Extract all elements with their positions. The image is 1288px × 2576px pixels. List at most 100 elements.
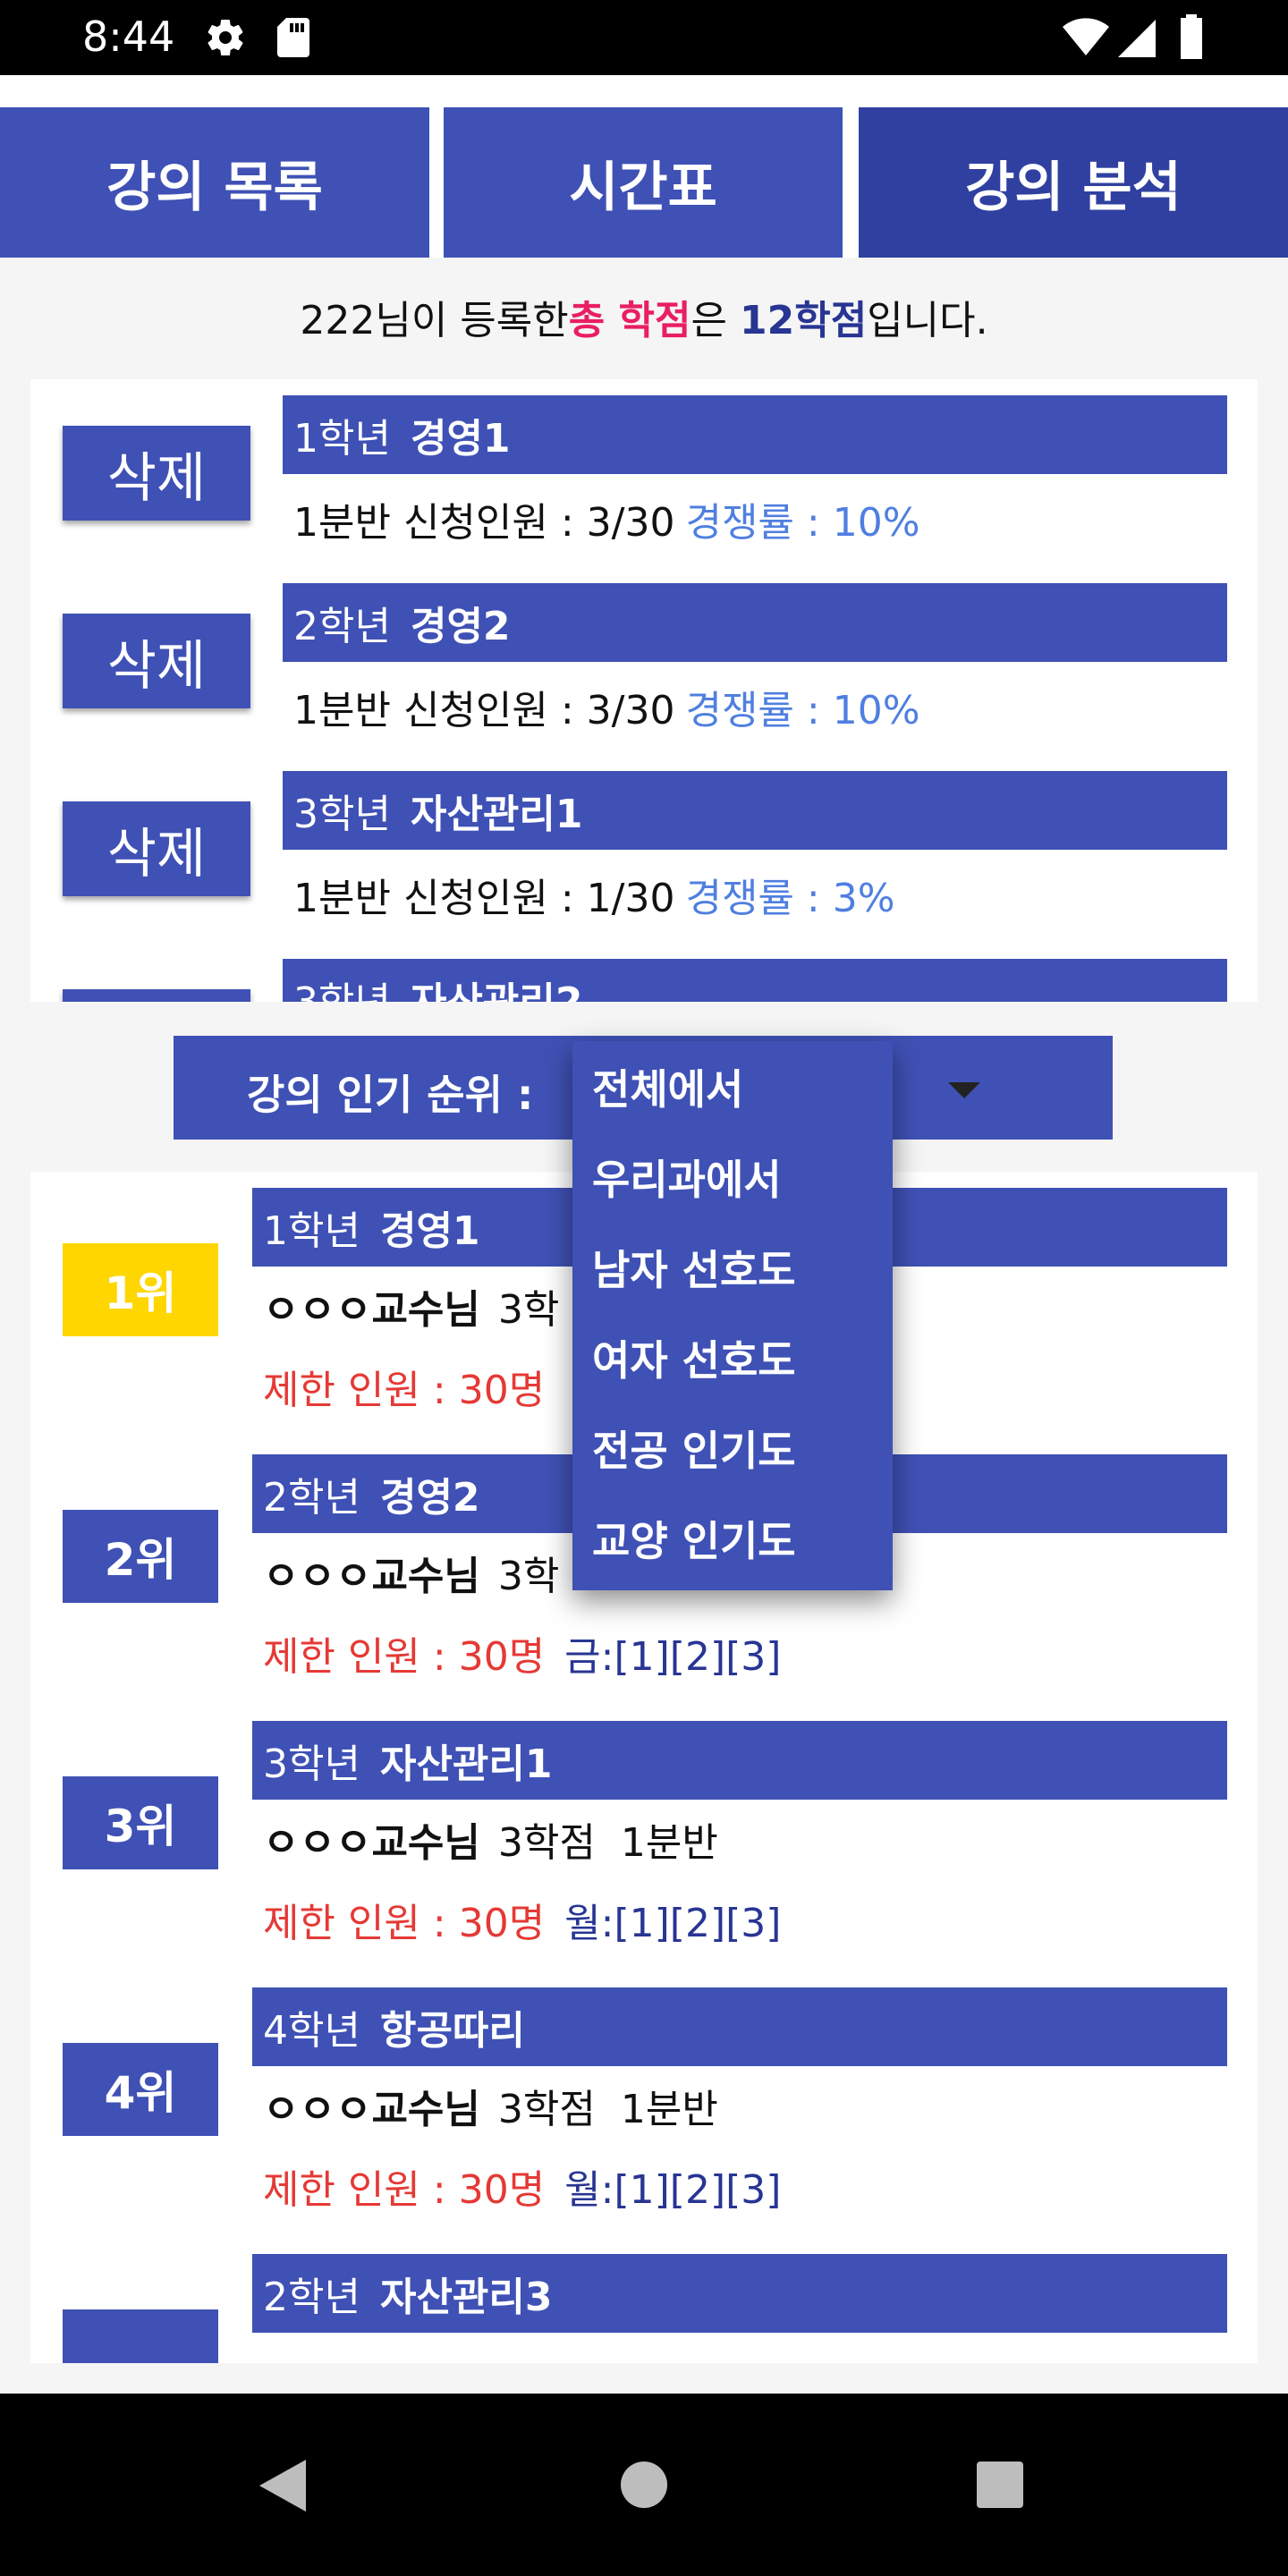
summary-total-label: 총 학점 [568, 298, 691, 343]
delete-button[interactable]: 삭제 [63, 801, 250, 896]
status-time: 8:44 [82, 13, 175, 61]
gear-icon [204, 16, 247, 63]
chevron-down-icon[interactable] [948, 1082, 980, 1098]
course-name: 항공따리 [379, 2008, 525, 2054]
delete-button[interactable]: 삭제 [63, 426, 250, 521]
course-grade: 3학년 [293, 970, 391, 1002]
enrollment-limit: 제한 인원 : 30명 [263, 1634, 546, 1680]
ranking-label: 강의 인기 순위 : [247, 1071, 534, 1119]
summary-prefix: 222님이 등록한 [300, 298, 569, 343]
course-header: 1학년 경영1 [283, 395, 1227, 474]
professor: ㅇㅇㅇ교수님 [263, 1554, 480, 1599]
enrollment-info: 1분반 신청인원 : 3/30 [293, 688, 675, 733]
home-icon[interactable] [621, 2462, 667, 2512]
course-detail: ㅇㅇㅇ교수님 3학점 1분반 [263, 2077, 718, 2134]
course-detail: ㅇㅇㅇ교수님 3학점 1분반 [263, 1810, 718, 1868]
course-header: 2학년 경영2 [283, 583, 1227, 662]
delete-button[interactable]: 삭제 [63, 989, 250, 1002]
tab-course-list[interactable]: 강의 목록 [0, 107, 429, 258]
registered-course-item: 삭제 3학년 자산관리2 [30, 943, 1258, 1002]
course-name: 자산관리3 [379, 2275, 553, 2320]
summary-mid: 은 [691, 298, 740, 343]
rank-badge: 1위 [63, 1243, 218, 1336]
summary-credits: 12학점 [739, 298, 868, 343]
signal-icon [1118, 20, 1156, 61]
ranked-course-item[interactable]: 4위 4학년 항공따리 ㅇㅇㅇ교수님 3학점 1분반 제한 인원 : 30명 월:[1]… [30, 1971, 1258, 2238]
course-grade: 3학년 [293, 792, 391, 837]
top-tab-bar: 강의 목록 시간표 강의 분석 [0, 107, 1288, 258]
course-schedule: 월:[1][2][3] [564, 2167, 782, 2213]
wifi-icon [1063, 18, 1109, 61]
registered-course-item: 삭제 3학년 자산관리1 1분반 신청인원 : 1/30 경쟁률 : 3% [30, 755, 1258, 943]
delete-button[interactable]: 삭제 [63, 614, 250, 708]
professor: ㅇㅇㅇ교수님 [263, 2087, 480, 2132]
back-icon[interactable] [259, 2460, 306, 2515]
course-grade: 4학년 [263, 2008, 360, 2054]
sd-card-icon [274, 16, 313, 63]
course-enrollment: 1분반 신청인원 : 3/30 경쟁률 : 10% [293, 490, 920, 547]
course-grade: 2학년 [263, 2275, 360, 2320]
course-detail: ㅇㅇㅇ교수님 3학 [263, 1544, 584, 1601]
dropdown-option-department[interactable]: 우리과에서 [592, 1155, 782, 1204]
recents-icon[interactable] [977, 2462, 1023, 2512]
competition-rate: 경쟁률 : 10% [685, 500, 920, 546]
course-limits: 제한 인원 : 30명 금:[1][2][3] [263, 1624, 781, 1682]
course-detail: ㅇㅇㅇ교수님 3학 [263, 1277, 584, 1335]
course-name: 경영1 [410, 416, 511, 462]
course-header: 3학년 자산관리1 [252, 1721, 1227, 1800]
course-section: 1분반 [620, 1820, 718, 1866]
registered-course-item: 삭제 1학년 경영1 1분반 신청인원 : 3/30 경쟁률 : 10% [30, 379, 1258, 567]
course-header: 3학년 자산관리1 [283, 771, 1227, 850]
registered-course-list[interactable]: 삭제 1학년 경영1 1분반 신청인원 : 3/30 경쟁률 : 10% 삭제 2학… [30, 379, 1258, 1002]
course-schedule: 금:[1][2][3] [564, 1634, 782, 1680]
tab-course-analysis[interactable]: 강의 분석 [859, 107, 1288, 258]
course-name: 자산관리1 [379, 1741, 553, 1787]
course-grade: 1학년 [263, 1208, 360, 1254]
dropdown-option-all[interactable]: 전체에서 [592, 1064, 744, 1114]
course-credits: 3학 [497, 1554, 560, 1599]
credit-summary: 222님이 등록한총 학점은 12학점입니다. [0, 288, 1288, 345]
rank-badge: 2위 [63, 1510, 218, 1603]
tab-label: 강의 목록 [106, 156, 323, 219]
course-name: 자산관리2 [411, 970, 583, 1002]
competition-rate: 경쟁률 : 3% [685, 876, 895, 921]
course-header: 4학년 항공따리 [252, 1987, 1227, 2066]
rank-badge [63, 2309, 218, 2363]
ranked-course-item[interactable]: 2학년 자산관리3 [30, 2238, 1258, 2363]
course-header: 2학년 자산관리3 [252, 2254, 1227, 2333]
enrollment-info: 1분반 신청인원 : 1/30 [293, 876, 675, 921]
enrollment-limit: 제한 인원 : 30명 [263, 2167, 546, 2213]
registered-course-item: 삭제 2학년 경영2 1분반 신청인원 : 3/30 경쟁률 : 10% [30, 567, 1258, 755]
course-limits: 제한 인원 : 30명 [263, 1358, 564, 1415]
enrollment-limit: 제한 인원 : 30명 [263, 1368, 546, 1413]
rank-badge: 3위 [63, 1776, 218, 1869]
course-credits: 3학점 [497, 2087, 596, 2132]
professor: ㅇㅇㅇ교수님 [263, 1287, 480, 1333]
enrollment-info: 1분반 신청인원 : 3/30 [293, 500, 675, 546]
course-grade: 2학년 [263, 1475, 360, 1521]
tab-label: 강의 분석 [965, 156, 1182, 219]
status-bar: 8:44 [0, 0, 1288, 75]
course-grade: 1학년 [293, 416, 391, 462]
battery-icon [1179, 14, 1204, 63]
course-schedule: 월:[1][2][3] [564, 1901, 782, 1946]
course-limits: 제한 인원 : 30명 월:[1][2][3] [263, 1891, 781, 1948]
course-header: 3학년 자산관리2 [283, 959, 1227, 1002]
course-name: 경영2 [379, 1475, 480, 1521]
dropdown-option-major[interactable]: 전공 인기도 [592, 1426, 796, 1475]
course-limits: 제한 인원 : 30명 월:[1][2][3] [263, 2157, 781, 2215]
course-name: 경영1 [379, 1208, 480, 1254]
summary-suffix: 입니다. [867, 298, 988, 343]
ranked-course-item[interactable]: 3위 3학년 자산관리1 ㅇㅇㅇ교수님 3학점 1분반 제한 인원 : 30명 월:[1… [30, 1705, 1258, 1971]
dropdown-option-female[interactable]: 여자 선호도 [592, 1335, 796, 1385]
dropdown-option-male[interactable]: 남자 선호도 [592, 1245, 796, 1294]
course-enrollment: 1분반 신청인원 : 3/30 경쟁률 : 10% [293, 678, 920, 735]
tab-timetable[interactable]: 시간표 [444, 107, 843, 258]
ranking-dropdown-menu[interactable]: 전체에서 우리과에서 남자 선호도 여자 선호도 전공 인기도 교양 인기도 [572, 1041, 893, 1590]
dropdown-option-liberal-arts[interactable]: 교양 인기도 [592, 1516, 796, 1565]
professor: ㅇㅇㅇ교수님 [263, 1820, 480, 1866]
navigation-bar [0, 2394, 1288, 2576]
course-section: 1분반 [620, 2087, 718, 2132]
rank-badge: 4위 [63, 2043, 218, 2136]
course-enrollment: 1분반 신청인원 : 1/30 경쟁률 : 3% [293, 866, 895, 923]
